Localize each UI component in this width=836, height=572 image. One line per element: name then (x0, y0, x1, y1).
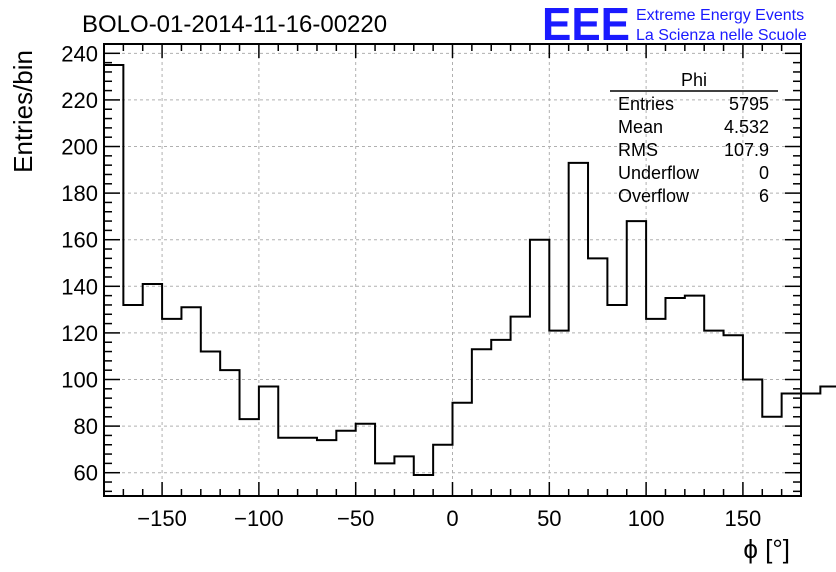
y-tick-label: 240 (61, 41, 98, 66)
stats-label: Mean (618, 117, 663, 137)
y-tick-label: 220 (61, 88, 98, 113)
x-tick-label: −100 (234, 506, 284, 531)
stats-box: Phi Entries 5795 Mean 4.532 RMS 107.9 Underflow… (610, 70, 778, 206)
stats-title: Phi (681, 70, 707, 90)
y-axis-label: Entries/bin (8, 50, 38, 173)
logo-line-1: Extreme Energy Events (636, 7, 804, 24)
chart-title: BOLO-01-2014-11-16-00220 (82, 11, 387, 38)
eee-logo: EEE Extreme Energy Events La Scienza nel… (542, 0, 807, 50)
y-tick-label: 200 (61, 135, 98, 160)
x-tick-label: 100 (628, 506, 665, 531)
logo-line-2: La Scienza nelle Scuole (636, 27, 807, 44)
stats-value: 107.9 (724, 140, 769, 160)
y-tick-label: 120 (61, 321, 98, 346)
stats-value: 6 (759, 186, 769, 206)
y-tick-label: 60 (74, 461, 98, 486)
stats-value: 0 (759, 163, 769, 183)
x-axis-label: ϕ [°] (743, 534, 790, 564)
x-axis: −150 −100 −50 0 50 100 150 (103, 44, 802, 531)
stats-label: Entries (618, 94, 674, 114)
y-tick-label: 140 (61, 274, 98, 299)
y-tick-label: 160 (61, 228, 98, 253)
stats-label: Underflow (618, 163, 700, 183)
x-tick-label: −150 (137, 506, 187, 531)
histogram-series (104, 63, 836, 477)
y-tick-label: 80 (74, 414, 98, 439)
stats-value: 5795 (729, 94, 769, 114)
x-tick-label: 50 (537, 506, 561, 531)
stats-label: RMS (618, 140, 658, 160)
stats-label: Overflow (618, 186, 690, 206)
y-tick-label: 180 (61, 181, 98, 206)
x-tick-label: 150 (725, 506, 762, 531)
x-tick-label: −50 (337, 506, 374, 531)
stats-value: 4.532 (724, 117, 769, 137)
x-tick-label: 0 (446, 506, 458, 531)
y-tick-label: 100 (61, 368, 98, 393)
eee-logo-mark: EEE (542, 0, 630, 50)
